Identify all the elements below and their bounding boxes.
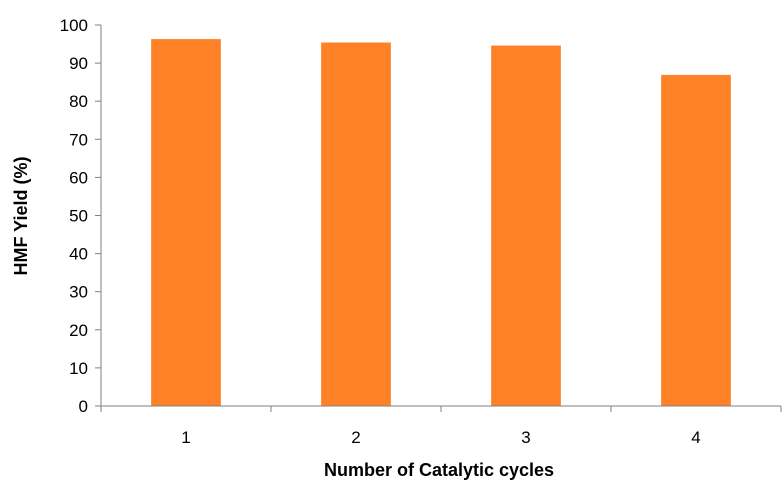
x-tick-label: 2 — [351, 428, 360, 447]
y-tick-label: 20 — [69, 321, 88, 340]
y-tick-label: 40 — [69, 245, 88, 264]
y-axis-title: HMF Yield (%) — [11, 156, 31, 275]
x-axis-title: Number of Catalytic cycles — [324, 460, 554, 480]
x-tick-label: 1 — [181, 428, 190, 447]
y-tick-label: 100 — [60, 16, 88, 35]
y-tick-label: 0 — [79, 397, 88, 416]
x-tick-label: 3 — [521, 428, 530, 447]
y-tick-label: 60 — [69, 168, 88, 187]
bar-cycle-1 — [151, 39, 221, 407]
bars-group — [151, 39, 731, 407]
bar-cycle-2 — [321, 42, 391, 406]
y-tick-label: 10 — [69, 359, 88, 378]
y-tick-label: 70 — [69, 130, 88, 149]
y-ticks-group: 0 10 20 30 40 50 60 70 80 90 100 — [60, 16, 101, 416]
bar-cycle-3 — [491, 45, 561, 406]
bar-cycle-4 — [661, 74, 731, 406]
y-tick-label: 90 — [69, 54, 88, 73]
x-ticks-group: 1 2 3 4 — [100, 406, 782, 447]
x-tick-label: 4 — [691, 428, 700, 447]
y-tick-label: 30 — [69, 283, 88, 302]
y-tick-label: 50 — [69, 207, 88, 226]
y-tick-label: 80 — [69, 92, 88, 111]
